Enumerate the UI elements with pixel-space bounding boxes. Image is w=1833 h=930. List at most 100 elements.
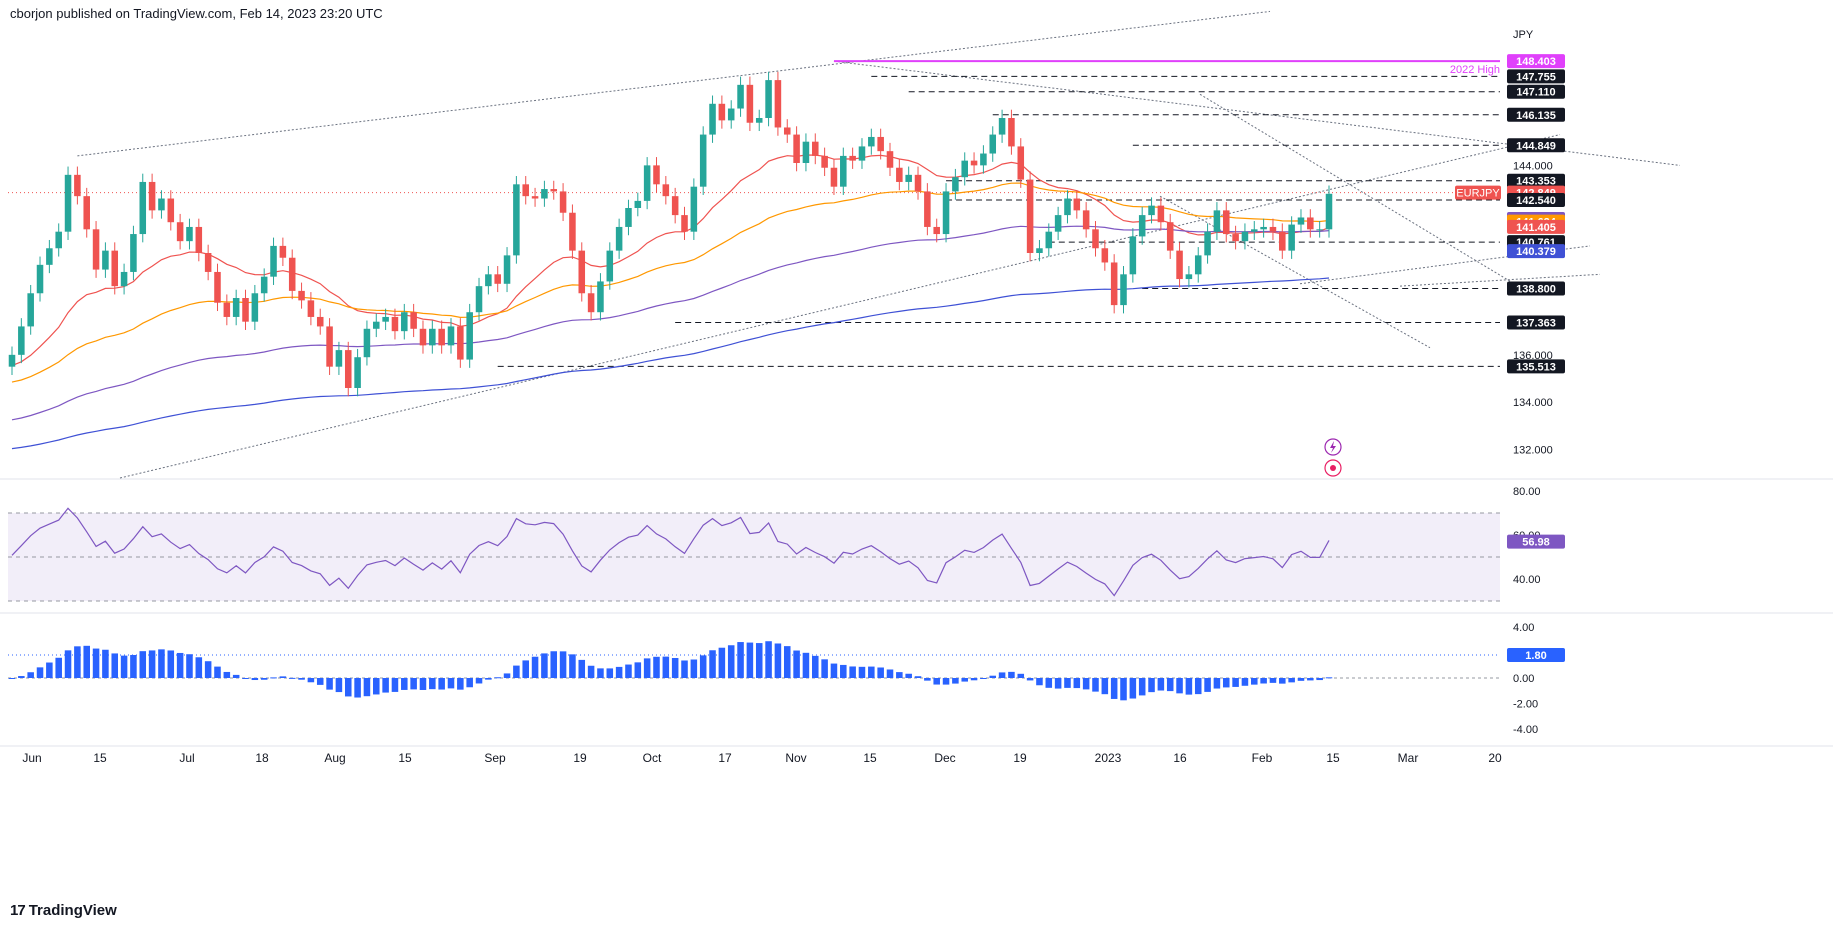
candle-body <box>924 191 931 227</box>
candle-body <box>1307 217 1314 230</box>
y-tick-label: 134.000 <box>1513 397 1553 409</box>
price-label: 140.379 <box>1507 244 1565 259</box>
price-label: 147.110 <box>1507 84 1565 99</box>
candle-body <box>223 302 231 317</box>
macd-bar <box>1288 678 1295 683</box>
macd-bar <box>485 678 492 680</box>
candle-body <box>1241 231 1249 242</box>
macd-bar <box>578 659 586 678</box>
macd-bar <box>232 674 240 678</box>
macd-bar <box>363 678 371 697</box>
candle-body <box>1148 205 1155 216</box>
price-label: 144.849 <box>1507 138 1565 153</box>
macd-bar <box>1045 678 1053 688</box>
x-tick-label: Sep <box>484 751 506 765</box>
candle-body <box>1325 193 1333 230</box>
rsi-tick-label: 80.00 <box>1513 486 1541 498</box>
candle-body <box>373 321 380 329</box>
macd-bar <box>120 655 128 678</box>
x-tick-label: 17 <box>718 751 732 765</box>
macd-bar <box>1194 678 1202 695</box>
candle-body <box>802 141 810 163</box>
candle-body <box>709 103 716 135</box>
macd-bar <box>1222 678 1230 688</box>
x-tick-label: Mar <box>1398 751 1419 765</box>
macd-tick-label: 0.00 <box>1513 673 1534 685</box>
price-axis: JPY 132.000 134.000 136.000 144.000 148.403 14… <box>1450 29 1565 736</box>
macd-bar <box>1204 678 1211 692</box>
candle-body <box>1036 248 1043 253</box>
price-label: 142.540 <box>1507 192 1565 207</box>
candle-body <box>1101 248 1109 263</box>
candle-body <box>251 293 259 322</box>
candle-body <box>288 257 296 291</box>
trendline <box>119 134 1561 479</box>
macd-bar <box>270 677 277 679</box>
candle-body <box>998 118 1006 135</box>
candle-body <box>298 290 305 301</box>
candle-body <box>877 136 884 152</box>
macd-bar <box>307 678 315 683</box>
macd-bar <box>1297 678 1305 681</box>
candle-body <box>102 250 109 270</box>
macd-bar <box>1129 678 1137 699</box>
macd-bar <box>148 650 156 678</box>
price-label: 141.405 <box>1507 219 1565 234</box>
macd-bar <box>130 654 137 678</box>
currency-label: JPY <box>1513 29 1534 41</box>
price-label-box <box>1507 84 1565 99</box>
price-label-text: 135.513 <box>1516 361 1556 373</box>
tradingview-logo[interactable]: 17 TradingView <box>10 902 117 919</box>
candle-body <box>1138 215 1146 237</box>
macd-bar <box>765 641 772 678</box>
candle-body <box>354 357 361 388</box>
x-tick-label: Nov <box>785 751 806 765</box>
candle-body <box>643 165 651 201</box>
candle-body <box>821 155 828 168</box>
macd-bar <box>914 676 922 678</box>
macd-bar <box>643 658 651 678</box>
candle-body <box>1157 205 1165 223</box>
x-tick-label: Feb <box>1252 751 1273 765</box>
price-label-box <box>1507 315 1565 330</box>
x-tick-label: Aug <box>324 751 345 765</box>
price-label-box <box>1507 54 1565 69</box>
macd-bar <box>195 657 203 678</box>
trendline <box>1399 273 1601 287</box>
ema-mid-line <box>11 182 1330 383</box>
candle-body <box>746 84 754 123</box>
macd-bar <box>1082 678 1090 690</box>
x-tick-label: 20 <box>1488 751 1502 765</box>
candle-body <box>391 316 399 332</box>
candle-body <box>204 253 212 272</box>
macd-bar <box>74 646 81 678</box>
macd-bar <box>896 672 903 678</box>
candle-body <box>363 328 371 358</box>
macd-bar <box>690 659 698 678</box>
macd-bar <box>998 672 1006 678</box>
candle-body <box>541 189 548 199</box>
lightning-icon-bolt <box>1330 441 1336 453</box>
macd-bar <box>1120 678 1127 701</box>
macd-bar <box>419 678 427 690</box>
macd-bar <box>802 652 810 678</box>
macd-bar <box>1026 678 1034 681</box>
macd-bar <box>83 645 90 678</box>
macd-last-label: 1.80 <box>1525 650 1546 662</box>
candle-body <box>242 298 249 322</box>
macd-bar <box>1251 678 1258 685</box>
candle-body <box>783 127 791 135</box>
macd-tick-label: -2.00 <box>1513 699 1538 711</box>
candle-body <box>27 293 34 327</box>
macd-bar <box>821 659 828 678</box>
candle-body <box>36 264 44 294</box>
candle-body <box>690 186 698 232</box>
price-label-text: 146.135 <box>1516 110 1556 122</box>
candle-body <box>1297 217 1305 225</box>
candle-body <box>232 298 240 317</box>
macd-bar <box>1017 673 1025 678</box>
price-label-text: 143.353 <box>1516 176 1556 188</box>
candle-body <box>793 134 800 163</box>
macd-bar <box>326 678 333 690</box>
